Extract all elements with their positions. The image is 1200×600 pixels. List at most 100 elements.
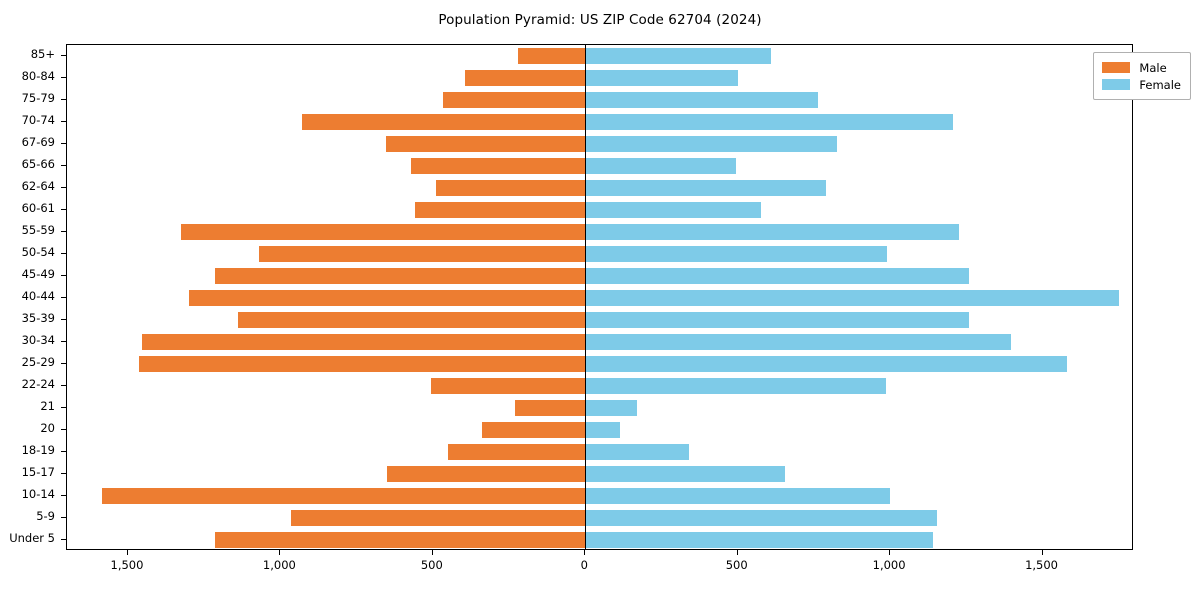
bar-female: [585, 70, 738, 86]
bar-male: [385, 136, 586, 152]
ytick-mark: [61, 517, 66, 518]
ytick-label-67-69: 67-69: [21, 135, 55, 149]
xtick-mark: [1041, 550, 1043, 555]
bar-female: [585, 334, 1011, 350]
bar-male: [443, 92, 586, 108]
chart-title: Population Pyramid: US ZIP Code 62704 (2…: [438, 12, 762, 28]
ytick-label-30-34: 30-34: [21, 333, 55, 347]
ytick-mark: [61, 99, 66, 100]
bar-male: [464, 70, 586, 86]
bar-male: [431, 378, 586, 394]
bar-male: [138, 356, 586, 372]
bar-row: [67, 444, 1132, 460]
ytick-label-under-5: Under 5: [9, 531, 55, 545]
ytick-label-40-44: 40-44: [21, 289, 55, 303]
bar-row: [67, 356, 1132, 372]
ytick-mark: [61, 297, 66, 298]
bar-row: [67, 466, 1132, 482]
ytick-mark: [61, 275, 66, 276]
bar-male: [237, 312, 586, 328]
ytick-label-80-84: 80-84: [21, 69, 55, 83]
ytick-label-62-64: 62-64: [21, 179, 55, 193]
ytick-label-35-39: 35-39: [21, 311, 55, 325]
bar-row: [67, 334, 1132, 350]
bar-row: [67, 268, 1132, 284]
legend-label-male: Male: [1139, 60, 1167, 75]
bar-row: [67, 92, 1132, 108]
xtick-mark: [431, 550, 433, 555]
xtick-label: 1,000: [872, 558, 906, 572]
ytick-mark: [61, 209, 66, 210]
ytick-label-85: 85+: [30, 47, 55, 61]
bar-male: [411, 158, 586, 174]
ytick-mark: [61, 341, 66, 342]
xtick-mark: [126, 550, 128, 555]
bar-female: [585, 114, 953, 130]
bar-female: [585, 532, 933, 548]
xtick-label: 1,000: [262, 558, 296, 572]
bar-male: [259, 246, 586, 262]
bar-female: [585, 268, 970, 284]
ytick-label-5-9: 5-9: [36, 509, 55, 523]
bar-male: [387, 466, 586, 482]
bar-female: [585, 246, 888, 262]
bar-row: [67, 400, 1132, 416]
bar-row: [67, 532, 1132, 548]
bar-female: [585, 444, 689, 460]
ytick-mark: [61, 231, 66, 232]
bar-female: [585, 356, 1067, 372]
legend-entry-male: Male: [1102, 59, 1181, 76]
bar-female: [585, 510, 938, 526]
bar-female: [585, 422, 621, 438]
bar-row: [67, 422, 1132, 438]
ytick-mark: [61, 121, 66, 122]
bar-male: [291, 510, 586, 526]
legend-swatch-female: [1102, 79, 1131, 90]
bar-male: [448, 444, 586, 460]
xtick-label: 1,500: [110, 558, 144, 572]
xtick-label: 500: [420, 558, 443, 572]
ytick-label-50-54: 50-54: [21, 245, 55, 259]
bar-female: [585, 92, 819, 108]
bar-female: [585, 400, 638, 416]
ytick-mark: [61, 165, 66, 166]
xtick-mark: [889, 550, 891, 555]
bar-row: [67, 202, 1132, 218]
ytick-mark: [61, 77, 66, 78]
bar-female: [585, 48, 772, 64]
bar-male: [515, 400, 586, 416]
ytick-mark: [61, 451, 66, 452]
ytick-label-75-79: 75-79: [21, 91, 55, 105]
ytick-mark: [61, 473, 66, 474]
ytick-label-65-66: 65-66: [21, 157, 55, 171]
bar-row: [67, 312, 1132, 328]
ytick-label-15-17: 15-17: [21, 465, 55, 479]
chart-legend: Male Female: [1093, 52, 1191, 100]
bar-row: [67, 510, 1132, 526]
bar-male: [435, 180, 586, 196]
bar-female: [585, 136, 837, 152]
ytick-label-18-19: 18-19: [21, 443, 55, 457]
bar-male: [518, 48, 586, 64]
bar-row: [67, 246, 1132, 262]
bar-row: [67, 48, 1132, 64]
xtick-label: 1,500: [1025, 558, 1058, 572]
xtick-label: 500: [725, 558, 748, 572]
bar-female: [585, 312, 970, 328]
legend-label-female: Female: [1139, 77, 1181, 92]
bar-male: [301, 114, 586, 130]
ytick-mark: [61, 407, 66, 408]
ytick-label-20: 20: [40, 421, 55, 435]
ytick-label-10-14: 10-14: [21, 487, 55, 501]
bar-row: [67, 114, 1132, 130]
ytick-mark: [61, 539, 66, 540]
bar-row: [67, 224, 1132, 240]
bar-male: [214, 268, 586, 284]
bar-row: [67, 290, 1132, 306]
bar-female: [585, 466, 785, 482]
center-axis-line: [585, 45, 587, 549]
ytick-label-21: 21: [40, 399, 55, 413]
ytick-label-45-49: 45-49: [21, 267, 55, 281]
ytick-mark: [61, 319, 66, 320]
